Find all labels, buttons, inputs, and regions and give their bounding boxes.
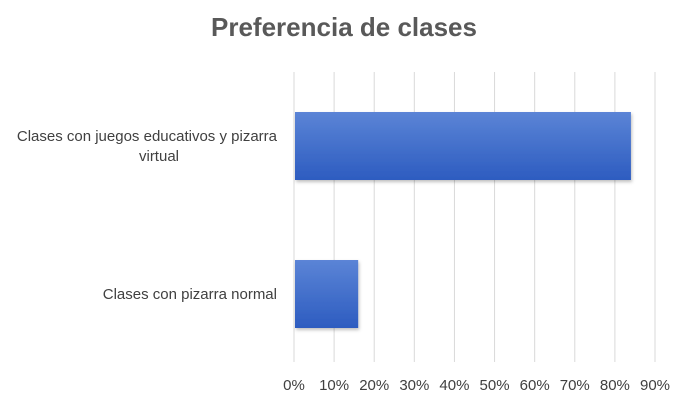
x-tick-label: 0% [283, 377, 305, 394]
x-tick-label: 60% [520, 377, 550, 394]
x-tick-label: 10% [319, 377, 349, 394]
x-tick-label: 70% [560, 377, 590, 394]
x-tick-label: 90% [640, 377, 670, 394]
category-label: Clases con pizarra normal [103, 286, 277, 303]
bar [295, 260, 359, 328]
bars [295, 112, 631, 328]
category-label: Clases con juegos educativos y pizarra vi… [17, 128, 278, 165]
x-tick-label: 80% [600, 377, 630, 394]
x-tick-label: 20% [359, 377, 389, 394]
x-tick-label: 50% [480, 377, 510, 394]
x-axis-tick-labels: 0% 10% 20% 30% 40% 50% 60% 70% 80% 90% [283, 377, 670, 394]
category-labels: Clases con juegos educativos y pizarra vi… [17, 128, 278, 303]
x-tick-label: 30% [399, 377, 429, 394]
chart-title: Preferencia de clases [211, 12, 477, 42]
bar [295, 112, 631, 180]
x-tick-label: 40% [439, 377, 469, 394]
